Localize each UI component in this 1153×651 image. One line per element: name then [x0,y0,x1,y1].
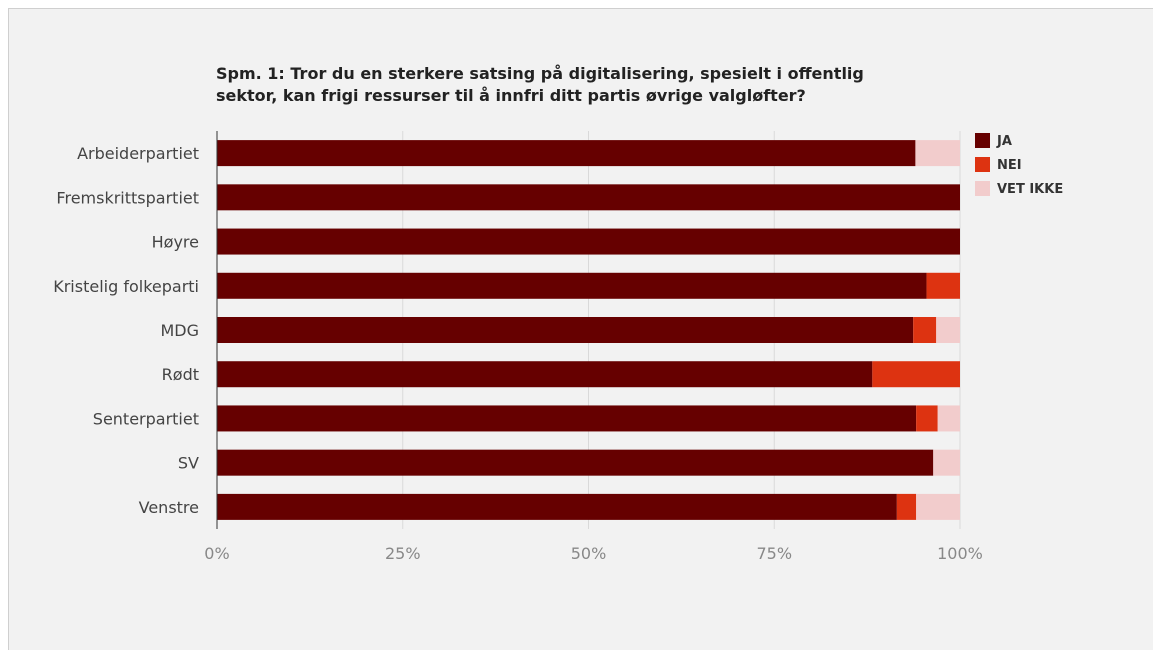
x-tick-labels: 0% 25% 50% 75% 100% [204,544,983,563]
x-tick-label: 100% [937,544,983,563]
bar-segment [933,449,960,476]
bar-segment [217,493,897,520]
bar-segment [936,317,960,343]
bar-segment [217,449,934,476]
chart-title-line-2: sektor, kan frigi ressurser til å innfri… [216,86,806,105]
chart-title: Spm. 1: Tror du en sterkere satsing på d… [216,64,864,105]
legend-swatch [975,157,990,172]
category-label: Kristelig folkeparti [53,277,199,296]
legend: JA NEI VET IKKE [975,133,1063,197]
category-label: MDG [160,321,199,340]
bar-segment [217,405,917,432]
bar-segment [217,272,927,299]
category-label: Fremskrittspartiet [56,188,199,207]
chart: Spm. 1: Tror du en sterkere satsing på d… [53,64,1063,563]
category-label: Senterpartiet [93,409,199,428]
category-label: Arbeiderpartiet [77,144,199,163]
bar-segment [937,405,960,432]
category-label: Høyre [152,233,199,252]
chart-frame: Spm. 1: Tror du en sterkere satsing på d… [8,8,1153,650]
legend-swatch [975,181,990,196]
x-tick-label: 0% [204,544,229,563]
bar-segment [913,317,937,343]
legend-label: NEI [997,158,1022,173]
category-labels: Arbeiderpartiet Fremskrittspartiet Høyre Kr… [53,144,199,517]
bar-segment [896,493,917,520]
x-tick-label: 25% [385,544,421,563]
x-tick-label: 50% [571,544,607,563]
legend-label: VET IKKE [997,182,1063,197]
x-tick-label: 75% [756,544,792,563]
bar-segment [916,405,938,432]
category-label: Venstre [139,498,199,517]
chart-title-line-1: Spm. 1: Tror du en sterkere satsing på d… [216,64,864,83]
bars [217,140,960,520]
category-label: SV [178,454,199,473]
bar-segment [217,184,960,211]
bar-segment [217,140,916,167]
bar-segment [217,361,873,388]
category-label: Rødt [162,365,199,384]
bar-segment [872,361,960,388]
legend-label: JA [996,134,1012,149]
bar-segment [217,228,960,255]
bar-segment [217,317,914,343]
bar-segment [915,140,960,167]
bar-segment [926,272,960,299]
legend-swatch [975,133,990,148]
bar-segment [916,493,960,520]
